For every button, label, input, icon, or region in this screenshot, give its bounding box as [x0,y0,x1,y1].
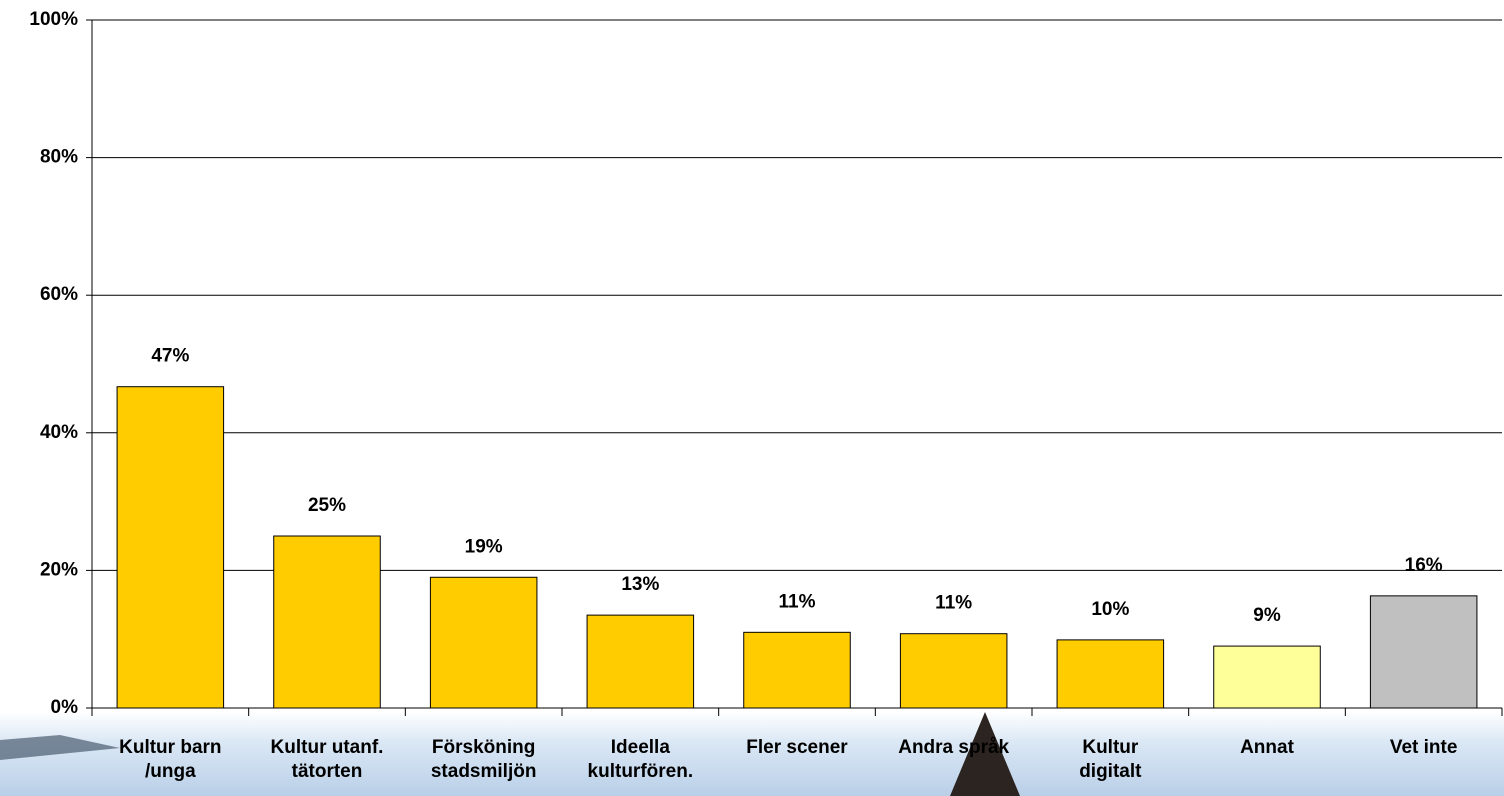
bar [899,633,1008,709]
bar [1056,639,1165,709]
x-tick-label: Annat [1240,737,1294,758]
value-label: 11% [779,591,816,612]
bar [116,386,225,709]
value-label: 11% [935,593,972,614]
x-tick-label: Kultur barn /unga [119,737,222,782]
value-label: 47% [151,346,189,367]
x-tick-label: Kultur utanf. tätorten [270,737,384,782]
y-tick-label: 40% [40,422,78,443]
y-tick-label: 80% [40,147,78,168]
y-tick-label: 60% [40,284,78,305]
x-tick-label: Vet inte [1389,737,1458,758]
value-label: 10% [1091,599,1129,620]
photo-detail [0,735,120,760]
x-tick-label: Fler scener [746,737,848,758]
value-label: 13% [621,574,659,595]
y-tick-label: 0% [51,697,79,718]
y-tick-label: 100% [29,9,78,30]
x-tick-label: Ideella kulturfören. [587,737,694,782]
bar [743,631,851,709]
x-tick-label: Andra språk [898,737,1010,758]
value-label: 19% [465,536,503,557]
photo-spire [950,712,1020,796]
background-photo [0,712,1504,796]
value-label: 16% [1405,555,1443,576]
bar [1369,595,1478,709]
bar [273,535,381,709]
bar [586,614,695,709]
bar [1213,645,1321,709]
value-label: 9% [1253,605,1281,626]
bar [429,576,538,709]
y-tick-label: 20% [40,559,78,580]
x-tick-label: Kultur digitalt [1079,737,1142,782]
x-tick-label: Försköning stadsmiljön [430,737,537,782]
value-label: 25% [308,495,346,516]
